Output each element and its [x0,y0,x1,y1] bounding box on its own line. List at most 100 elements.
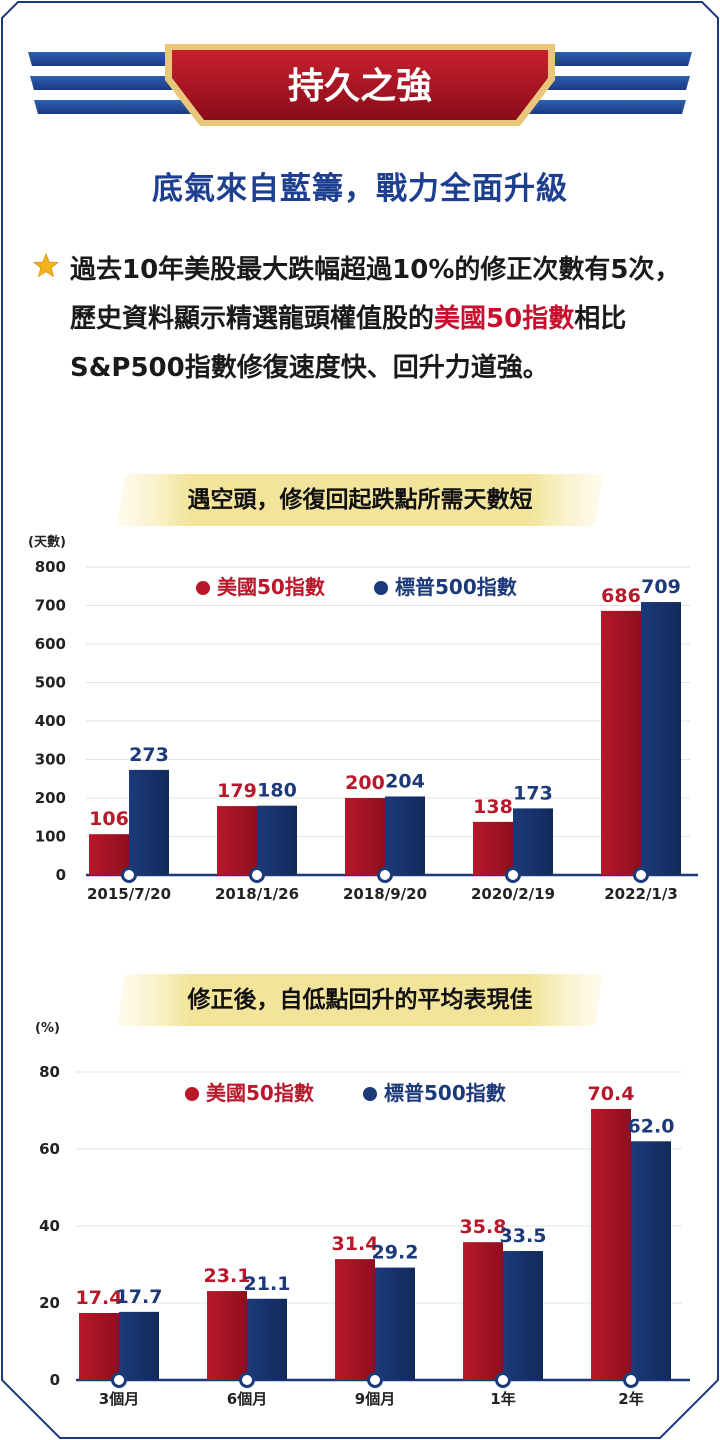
y-tick-label: 40 [39,1217,60,1235]
value-label-sp500: 180 [257,780,297,802]
legend-label-sp500: 標普500指數 [395,575,517,599]
star-icon [32,252,60,278]
x-tick-label: 3個月 [99,1390,139,1408]
value-label-us50: 200 [345,772,385,794]
axis-marker [239,1372,255,1388]
bar-sp500 [385,796,425,875]
axis-marker [121,867,137,883]
value-label-us50: 686 [601,585,641,607]
chart2-title-bg [117,974,603,1026]
bar-sp500 [129,769,169,875]
y-tick-label: 80 [39,1063,60,1081]
y-tick-label: 400 [35,712,66,730]
bar-sp500 [631,1141,671,1380]
bar-us50 [335,1259,375,1380]
y-tick-label: 0 [50,1371,60,1389]
value-label-sp500: 33.5 [500,1225,547,1247]
bar-us50 [463,1242,503,1380]
x-tick-label: 2年 [618,1390,643,1408]
bullet-text-part2: 相比S&P500指數修復速度快、回升力道強。 [70,304,627,383]
value-label-us50: 106 [89,808,129,830]
x-tick-label: 2018/9/20 [343,885,427,903]
page-subtitle: 底氣來自藍籌，戰力全面升級 [152,171,568,207]
y-tick-label: 20 [39,1294,60,1312]
axis-marker [377,867,393,883]
y-tick-label: 800 [35,558,66,576]
axis-marker [623,1372,639,1388]
bar-us50 [345,798,385,875]
badge-title: 持久之強 [288,66,432,107]
value-label-sp500: 62.0 [628,1115,675,1137]
y-tick-label: 300 [35,751,66,769]
chart1-title-text: 遇空頭，修復回起跌點所需天數短 [187,487,533,513]
wing-stripes-left [28,52,192,114]
bar-sp500 [503,1251,543,1380]
y-tick-label: 100 [35,828,66,846]
chart1-title-bg [117,474,603,526]
value-label-sp500: 21.1 [244,1273,291,1295]
chart2-title: 修正後，自低點回升的平均表現佳 [117,974,603,1026]
bullet-text-highlight: 美國50指數 [434,304,575,334]
legend-label-us50: 美國50指數 [206,1081,314,1105]
value-label-us50: 31.4 [332,1233,379,1255]
bar-us50 [79,1313,119,1380]
bar-us50 [217,806,257,875]
value-label-us50: 35.8 [460,1216,507,1238]
x-tick-label: 2022/1/3 [604,885,678,903]
bar-us50 [601,610,641,875]
value-label-sp500: 204 [385,770,425,792]
bar-us50 [473,821,513,875]
axis-marker [249,867,265,883]
legend-label-sp500: 標普500指數 [384,1081,506,1105]
chart1-days-to-recover: (天數) 0 100 200 300 400 500 600 700 800 106 273 2015/… [28,534,698,903]
bar-us50 [207,1291,247,1380]
chart2-title-text: 修正後，自低點回升的平均表現佳 [187,987,533,1013]
x-tick-label: 9個月 [355,1390,395,1408]
y-axis-unit-label: (%) [35,1021,60,1036]
value-label-us50: 179 [217,780,257,802]
value-label-us50: 70.4 [588,1083,635,1105]
y-axis-unit-label: (天數) [28,534,66,550]
legend-marker-us50 [185,1087,199,1101]
bar-us50 [591,1108,631,1380]
axis-marker [495,1372,511,1388]
wing-stripes-right [528,52,692,114]
legend-marker-us50 [196,581,210,595]
axis-marker [633,867,649,883]
value-label-us50: 17.4 [76,1287,123,1309]
value-label-us50: 138 [473,796,513,818]
y-tick-label: 600 [35,635,66,653]
value-label-sp500: 273 [129,744,169,766]
value-label-sp500: 29.2 [372,1242,419,1264]
value-label-sp500: 709 [641,576,681,598]
bar-sp500 [513,808,553,875]
y-tick-label: 60 [39,1140,60,1158]
value-label-sp500: 173 [513,782,553,804]
y-tick-label: 700 [35,597,66,615]
y-tick-label: 200 [35,789,66,807]
x-tick-label: 2018/1/26 [215,885,299,903]
x-tick-label: 2015/7/20 [87,885,171,903]
bar-sp500 [257,805,297,875]
bar-us50 [89,834,129,875]
value-label-sp500: 17.7 [116,1286,163,1308]
legend-marker-sp500 [374,581,388,595]
value-label-us50: 23.1 [204,1265,251,1287]
legend-label-us50: 美國50指數 [217,575,325,599]
axis-marker [111,1372,127,1388]
y-tick-label: 0 [56,866,66,884]
bar-sp500 [247,1298,287,1380]
legend-marker-sp500 [363,1087,377,1101]
bar-sp500 [641,602,681,875]
bar-sp500 [375,1267,415,1380]
bullet-text: 過去10年美股最大跌幅超過10%的修正次數有5次，歷史資料顯示精選龍頭權值股的美… [70,246,690,393]
x-tick-label: 6個月 [227,1390,267,1408]
bullet-text-part1: 過去10年美股最大跌幅超過10%的修正次數有5次，歷史資料顯示精選龍頭權值股的 [70,255,681,334]
chart2-rebound-performance: (%) 0 20 40 60 80 17.417.7 3個月 23.121.1 6個月 31.429… [35,1021,690,1408]
x-tick-label: 1年 [490,1390,515,1408]
bar-sp500 [119,1311,159,1380]
x-tick-label: 2020/2/19 [471,885,555,903]
axis-marker [367,1372,383,1388]
y-tick-label: 500 [35,674,66,692]
